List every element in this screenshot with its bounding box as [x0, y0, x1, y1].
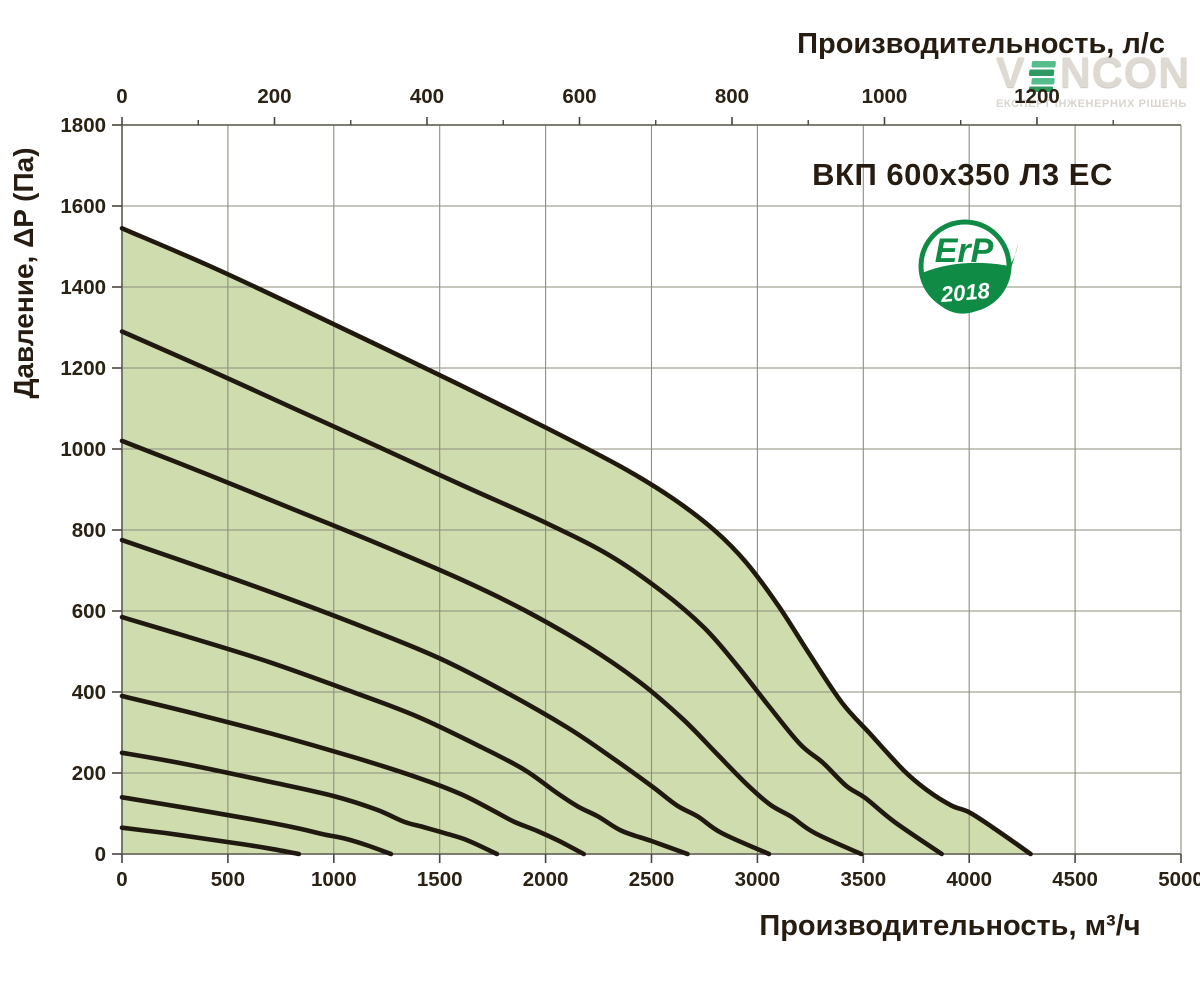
watermark-letters-ncon: NCON — [1059, 49, 1191, 97]
top-axis-title: Производительность, л/с — [797, 28, 1165, 60]
chart-title: ВКП 600x350 Л3 ЕС — [812, 157, 1113, 192]
tick-label: 0 — [116, 85, 127, 108]
speed-curve-2 — [119, 329, 944, 857]
vencon-watermark: V NCON ЕКСПЕРТ ІНЖЕНЕРНИХ РІШЕНЬ — [996, 52, 1196, 111]
tick-label: 1000 — [862, 85, 908, 108]
tick-label: 800 — [72, 519, 106, 542]
vencon-brand: V NCON — [996, 52, 1196, 95]
bottom-axis-title: Производительность, м³/ч — [759, 910, 1141, 942]
speed-curve-3 — [119, 438, 864, 857]
tick-label: 0 — [95, 843, 106, 866]
speed-curve-5 — [119, 614, 690, 857]
tick-label: 800 — [715, 85, 749, 108]
tick-label: 400 — [410, 85, 444, 108]
tick-label: 200 — [257, 85, 291, 108]
tick-label: 0 — [116, 868, 127, 891]
speed-curve-9 — [119, 825, 302, 857]
operating-area — [122, 228, 1031, 854]
axes: 0 500 1000 1500 2000 2500 3000 3500 4000 4500 5000… — [60, 85, 1200, 891]
tick-label: 1200 — [60, 357, 106, 380]
vencon-logo-icon — [1028, 61, 1056, 92]
erp-badge-text: ErP — [935, 232, 994, 270]
speed-curve-4 — [119, 537, 772, 857]
left-axis-title: Давление, ΔP (Па) — [8, 147, 39, 399]
speed-curve-8 — [119, 795, 394, 857]
tick-label: 200 — [72, 762, 106, 785]
tick-label: 1800 — [60, 114, 106, 137]
watermark-tagline: ЕКСПЕРТ ІНЖЕНЕРНИХ РІШЕНЬ — [996, 98, 1187, 110]
tick-label: 3500 — [840, 868, 886, 891]
fan-speed-curves — [119, 226, 1033, 857]
speed-curve-6 — [119, 693, 586, 857]
tick-label: 2000 — [523, 868, 569, 891]
tick-label: 1200 — [1014, 85, 1060, 108]
tick-label: 400 — [72, 681, 106, 704]
tick-label: 4500 — [1052, 868, 1098, 891]
watermark-letter-v: V — [996, 49, 1026, 97]
tick-label: 2500 — [629, 868, 675, 891]
tick-label: 1500 — [417, 868, 463, 891]
tick-label: 600 — [562, 85, 596, 108]
tick-label: 4000 — [946, 868, 992, 891]
tick-label: 1600 — [60, 195, 106, 218]
speed-curve-7 — [119, 750, 500, 857]
tick-label: 500 — [211, 868, 245, 891]
erp-badge-leaf — [922, 243, 1018, 314]
erp-2018-badge: ErP 2018 — [912, 214, 1018, 324]
tick-label: 5000 — [1158, 868, 1200, 891]
tick-label: 1400 — [60, 276, 106, 299]
speed-curve-1 — [119, 226, 1033, 857]
operating-envelope-fill — [122, 228, 1031, 854]
tick-label: 3000 — [735, 868, 781, 891]
tick-label: 1000 — [60, 438, 106, 461]
tick-label: 1000 — [311, 868, 357, 891]
erp-badge-year: 2018 — [939, 278, 992, 307]
tick-label: 600 — [72, 600, 106, 623]
